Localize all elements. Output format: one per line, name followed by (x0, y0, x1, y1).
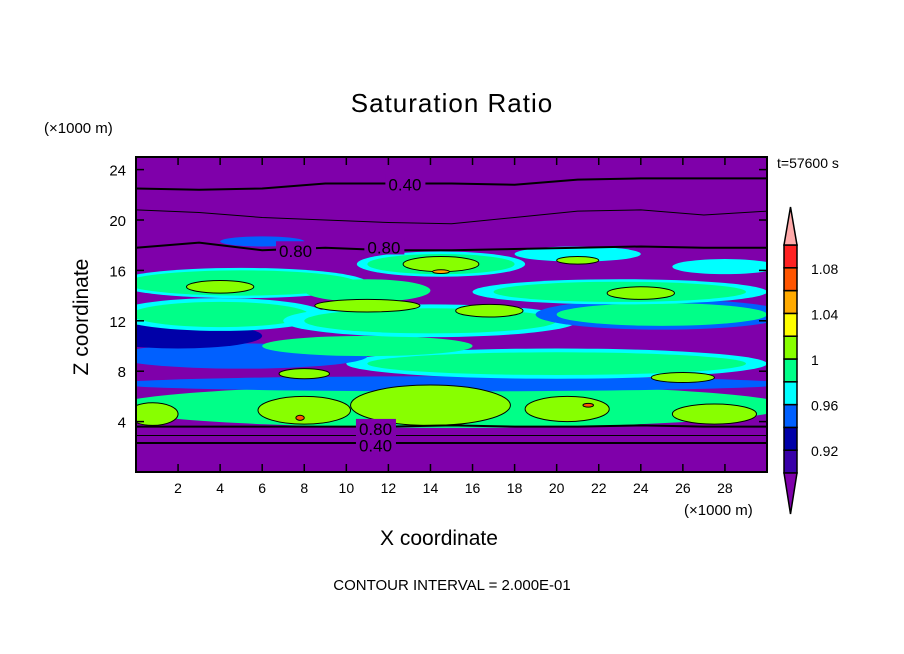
field-region (556, 256, 600, 265)
x-tick-label: 28 (717, 480, 733, 496)
field-region (136, 402, 179, 426)
y-tick-label: 16 (109, 263, 126, 280)
field-region (257, 395, 352, 425)
field-region (672, 259, 767, 275)
x-tick-label: 20 (549, 480, 565, 496)
colorbar-box (783, 267, 798, 292)
y-unit-label: (×1000 m) (44, 120, 113, 137)
field-region (262, 335, 473, 357)
y-tick-label: 8 (118, 364, 126, 381)
y-tick-label: 4 (118, 415, 126, 432)
x-tick-label: 24 (633, 480, 649, 496)
colorbar-min-triangle (783, 472, 798, 515)
contour-label: 0.80 (367, 238, 400, 257)
colorbar-label: 0.92 (811, 443, 838, 459)
x-tick-label: 16 (465, 480, 481, 496)
field-region (278, 368, 331, 380)
x-tick-label: 18 (507, 480, 523, 496)
contour-label: 0.40 (388, 175, 421, 194)
x-tick-label: 12 (381, 480, 397, 496)
contour-label-bg (355, 435, 396, 453)
field-region (524, 395, 610, 423)
field-region (514, 246, 641, 262)
field-region (314, 298, 421, 313)
x-tick-label: 26 (675, 480, 691, 496)
field-region (671, 403, 757, 425)
contour-label: 0.80 (359, 420, 392, 439)
x-unit-label: (×1000 m) (684, 502, 753, 519)
field-region (136, 376, 767, 392)
contour-interval-label: CONTOUR INTERVAL = 2.000E-01 (333, 577, 571, 594)
x-tick-label: 6 (258, 480, 266, 496)
field-region (367, 352, 746, 375)
field-region (295, 414, 305, 421)
contour-line (135, 177, 767, 191)
field-region (606, 286, 675, 300)
x-tick-label: 2 (174, 480, 182, 496)
field-region (136, 301, 309, 328)
contour-line (136, 424, 767, 428)
x-tick-label: 10 (339, 480, 355, 496)
x-tick-label: 8 (300, 480, 308, 496)
colorbar-box (783, 449, 798, 474)
colorbar-max-triangle (783, 206, 798, 246)
colorbar-label: 1.04 (811, 306, 838, 322)
colorbar-box (783, 426, 798, 451)
chart-title: Saturation Ratio (350, 88, 554, 118)
contour-label: 0.40 (359, 436, 392, 455)
colorbar-label: 1.08 (811, 261, 838, 277)
time-label: t=57600 s (777, 155, 839, 171)
x-tick-label: 4 (216, 480, 224, 496)
contour-label-bg (276, 241, 317, 259)
contour-label-bg (385, 174, 426, 192)
plot-frame (135, 156, 768, 473)
y-tick-label: 12 (109, 314, 126, 331)
contour-line (135, 209, 768, 225)
field-region (455, 303, 524, 318)
colorbar-label: 0.96 (811, 398, 838, 414)
x-axis-label: X coordinate (380, 527, 498, 550)
field-region (304, 279, 431, 302)
colorbar-box (783, 335, 798, 360)
contour-line (135, 241, 767, 252)
colorbar-box (783, 381, 798, 406)
contour-label: 0.80 (279, 242, 312, 261)
x-tick-label: 14 (423, 480, 439, 496)
contour-label-bg (355, 418, 396, 436)
field-region (650, 371, 715, 384)
field-regions (136, 236, 767, 428)
field-region (556, 303, 767, 326)
x-tick-label: 22 (591, 480, 607, 496)
field-region (432, 269, 450, 275)
colorbar-box (783, 244, 798, 269)
colorbar-box (783, 358, 798, 383)
colorbar-box (783, 289, 798, 315)
colorbar-label: 1 (811, 352, 819, 368)
colorbar-box (783, 403, 798, 429)
colorbar-box (783, 312, 798, 337)
y-tick-label: 20 (109, 213, 126, 230)
y-tick-label: 24 (109, 163, 126, 180)
field-region (582, 402, 594, 408)
contour-label-bg (364, 237, 405, 255)
field-region (185, 279, 255, 294)
